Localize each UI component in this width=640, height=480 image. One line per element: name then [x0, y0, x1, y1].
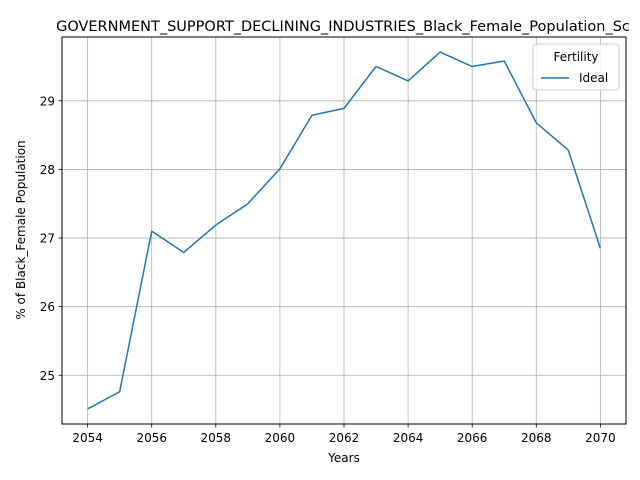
y-tick-label: 26 — [40, 300, 55, 314]
legend-title: Fertility — [553, 50, 598, 64]
legend: Fertility Ideal — [532, 43, 620, 91]
x-tick-label: 2060 — [265, 431, 296, 445]
y-tick-label: 25 — [40, 369, 55, 383]
legend-label-ideal: Ideal — [579, 71, 608, 85]
y-tick-label: 27 — [40, 232, 55, 246]
x-tick-label: 2054 — [72, 431, 103, 445]
x-tick-label: 2066 — [457, 431, 488, 445]
x-tick-label: 2062 — [329, 431, 360, 445]
y-axis-ticks: 25 26 27 28 29 — [40, 94, 62, 383]
y-tick-label: 29 — [40, 94, 55, 108]
chart-title: GOVERNMENT_SUPPORT_DECLINING_INDUSTRIES_… — [56, 19, 630, 35]
x-tick-label: 2070 — [585, 431, 616, 445]
y-tick-label: 28 — [40, 163, 55, 177]
x-tick-label: 2056 — [136, 431, 167, 445]
x-tick-label: 2068 — [521, 431, 552, 445]
x-tick-label: 2064 — [393, 431, 424, 445]
grid — [62, 37, 626, 424]
x-tick-label: 2058 — [201, 431, 232, 445]
series-layer — [87, 51, 602, 410]
x-axis-ticks: 2054 2056 2058 2060 2062 2064 2066 2068 2070 — [72, 424, 616, 445]
x-axis-label: Years — [327, 451, 360, 465]
y-axis-label: % of Black_Female Population — [14, 140, 28, 319]
series-line-ideal — [87, 51, 602, 410]
